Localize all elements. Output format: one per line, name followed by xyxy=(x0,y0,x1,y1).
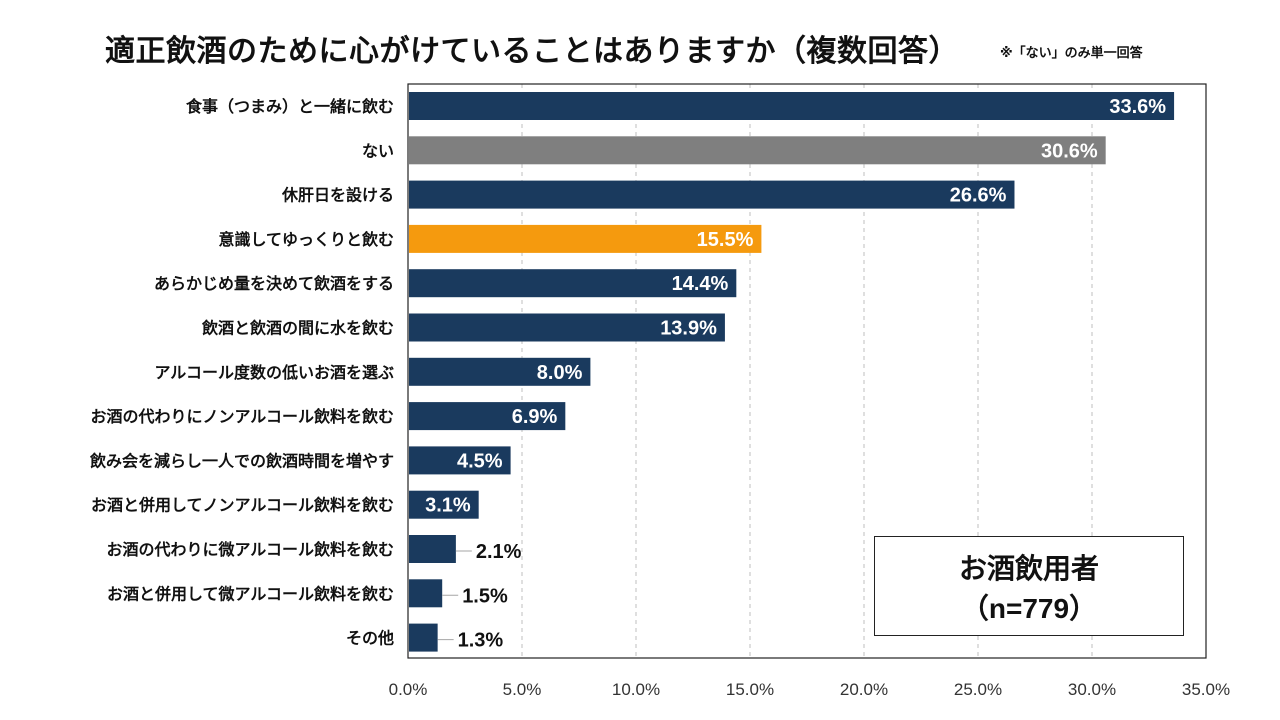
bar xyxy=(409,357,591,386)
category-label: お酒の代わりに微アルコール飲料を飲む xyxy=(106,540,394,559)
x-tick-label: 30.0% xyxy=(1068,680,1116,699)
x-tick-label: 15.0% xyxy=(726,680,774,699)
bar xyxy=(409,446,511,475)
bar xyxy=(409,623,438,652)
bar xyxy=(409,136,1106,165)
data-label: 26.6% xyxy=(950,185,1007,207)
data-label: 30.6% xyxy=(1041,140,1098,162)
category-label: お酒と併用して微アルコール飲料を飲む xyxy=(107,584,394,603)
x-tick-label: 35.0% xyxy=(1182,680,1230,699)
bar xyxy=(409,579,443,608)
data-label: 3.1% xyxy=(425,495,471,517)
x-tick-label: 10.0% xyxy=(612,680,660,699)
category-label: アルコール度数の低いお酒を選ぶ xyxy=(154,363,394,382)
category-label: 飲み会を減らし一人での飲酒時間を増やす xyxy=(89,451,394,470)
data-label: 1.3% xyxy=(458,630,504,652)
category-label: あらかじめ量を決めて飲酒をする xyxy=(154,274,394,293)
category-label: 飲酒と飲酒の間に水を飲む xyxy=(201,319,394,338)
chart-note: ※「ない」のみ単一回答 xyxy=(1000,46,1143,61)
data-label: 15.5% xyxy=(697,229,754,251)
x-tick-label: 0.0% xyxy=(389,680,428,699)
bar xyxy=(409,490,479,519)
bar xyxy=(409,402,566,431)
sample-group-label: お酒飲用者 xyxy=(958,552,1099,585)
category-label: 意識してゆっくりと飲む xyxy=(218,230,394,249)
x-tick-label: 25.0% xyxy=(954,680,1002,699)
data-label: 8.0% xyxy=(537,362,583,384)
data-label: 13.9% xyxy=(660,318,717,340)
sample-box: お酒飲用者 （n=779） xyxy=(874,536,1184,636)
bar xyxy=(409,535,456,563)
data-label: 1.5% xyxy=(462,585,508,607)
bar xyxy=(409,224,762,253)
category-label: ない xyxy=(362,141,394,160)
data-label: 4.5% xyxy=(457,450,503,472)
bar xyxy=(409,269,737,298)
data-label: 2.1% xyxy=(476,541,522,563)
category-label: お酒の代わりにノンアルコール飲料を飲む xyxy=(90,407,394,426)
bar xyxy=(409,180,1015,209)
data-label: 6.9% xyxy=(512,406,558,428)
x-tick-label: 5.0% xyxy=(503,680,542,699)
bar xyxy=(409,313,725,342)
sample-size-label: （n=779） xyxy=(960,593,1098,624)
chart-title: 適正飲酒のために心がけていることはありますか（複数回答） xyxy=(105,34,959,69)
plot-frame xyxy=(407,83,1207,659)
x-tick-label: 20.0% xyxy=(840,680,888,699)
bar xyxy=(409,92,1175,120)
data-label: 14.4% xyxy=(672,273,729,295)
category-label: 休肝日を設ける xyxy=(281,186,394,205)
category-label: お酒と併用してノンアルコール飲料を飲む xyxy=(91,496,394,515)
category-label: その他 xyxy=(346,629,394,648)
category-label: 食事（つまみ）と一緒に飲む xyxy=(185,97,394,116)
data-label: 33.6% xyxy=(1109,96,1166,118)
